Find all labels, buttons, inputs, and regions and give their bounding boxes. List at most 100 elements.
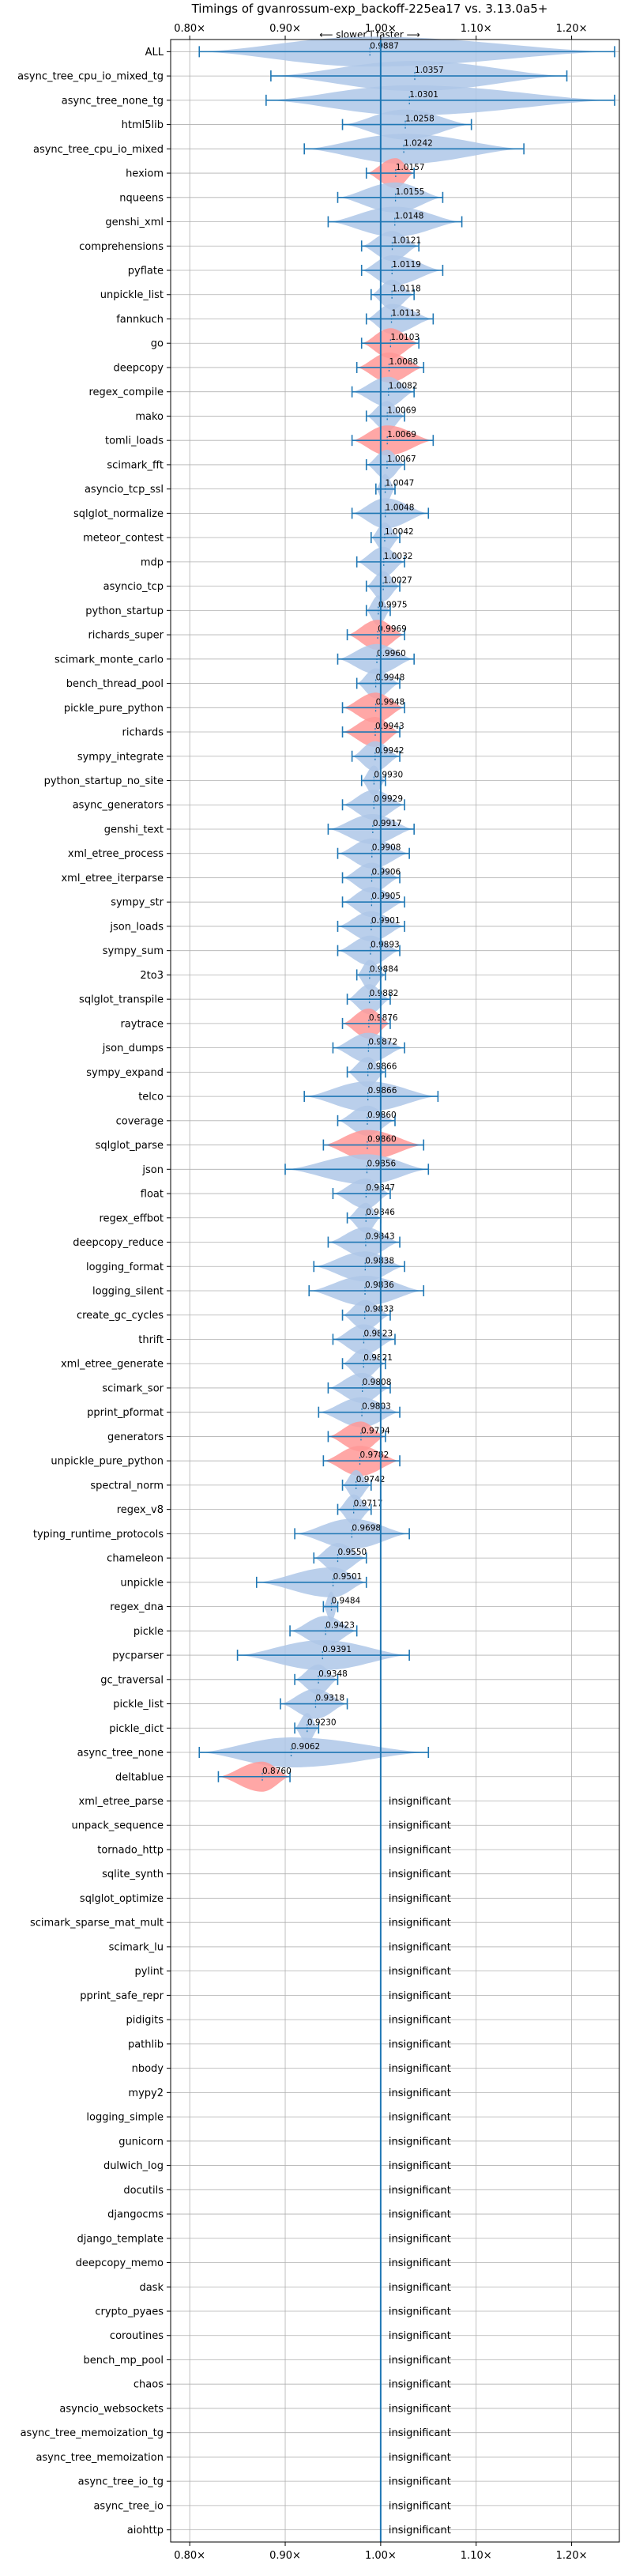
benchmark-name: async_tree_memoization: [36, 2452, 164, 2464]
value-label: 0.9866: [368, 1062, 397, 1071]
benchmark-row: richards 0.9943: [122, 717, 404, 747]
benchmark-row: meteor_contest 1.0042: [83, 522, 414, 553]
benchmark-name: scimark_lu: [109, 1941, 164, 1953]
benchmark-row: pickle_pure_python 0.9948: [64, 692, 405, 723]
benchmark-name: sympy_sum: [103, 945, 164, 957]
benchmark-row: async_tree_io insignificant: [93, 2500, 450, 2512]
value-label: 1.0301: [409, 90, 438, 100]
insignificant-label: insignificant: [389, 2233, 451, 2245]
benchmark-name: crypto_pyaes: [95, 2306, 164, 2318]
benchmark-name: pylint: [134, 1966, 164, 1978]
value-label: 1.0113: [392, 308, 421, 318]
value-label: 1.0067: [387, 454, 416, 464]
benchmark-row: tornado_http insignificant: [97, 1844, 451, 1856]
value-label: 1.0119: [392, 260, 421, 270]
benchmark-row: logging_format 0.9838: [86, 1251, 405, 1282]
insignificant-label: insignificant: [389, 1966, 451, 1978]
benchmark-row: dulwich_log insignificant: [103, 2160, 451, 2172]
benchmark-name: pickle_list: [113, 1699, 164, 1710]
x-tick-label-bottom: 0.80×: [174, 2550, 205, 2562]
benchmark-row: async_tree_memoization insignificant: [36, 2452, 450, 2464]
benchmark-name: asyncio_websockets: [59, 2403, 164, 2415]
value-label: 0.9423: [325, 1620, 355, 1630]
value-label: 0.9943: [375, 722, 404, 731]
benchmark-row: sqlglot_normalize 1.0048: [73, 498, 430, 529]
benchmark-name: pidigits: [126, 2015, 164, 2027]
benchmark-name: typing_runtime_protocols: [33, 1529, 164, 1541]
insignificant-label: insignificant: [389, 2088, 451, 2099]
insignificant-label: insignificant: [389, 2257, 451, 2269]
benchmark-row: gc_traversal 0.9348: [100, 1664, 348, 1695]
benchmark-name: unpickle_pure_python: [51, 1456, 164, 1468]
value-label: 1.0088: [389, 357, 419, 367]
value-label: 0.9062: [292, 1742, 321, 1752]
benchmark-row: nbody insignificant: [132, 2063, 451, 2075]
benchmark-name: genshi_xml: [105, 217, 164, 228]
benchmark-name: create_gc_cycles: [77, 1310, 164, 1322]
value-label: 0.9550: [337, 1548, 367, 1557]
value-label: 0.9823: [363, 1329, 393, 1338]
benchmark-row: pathlib insignificant: [128, 2039, 451, 2050]
value-label: 0.9882: [370, 989, 399, 998]
value-label: 0.9230: [307, 1718, 337, 1727]
insignificant-label: insignificant: [389, 1820, 451, 1832]
value-label: 0.9782: [360, 1450, 389, 1460]
value-label: 1.0155: [396, 187, 425, 197]
benchmark-row: richards_super 0.9969: [88, 620, 407, 651]
benchmark-name: unpickle_list: [100, 289, 164, 301]
value-label: 1.0121: [392, 236, 421, 245]
benchmark-name: logging_simple: [86, 2112, 164, 2124]
benchmark-row: sympy_sum 0.9893: [103, 935, 401, 966]
insignificant-label: insignificant: [389, 2039, 451, 2050]
x-tick-label-bottom: 1.10×: [461, 2550, 492, 2562]
benchmark-row: fannkuch 1.0113: [116, 304, 434, 334]
value-label: 0.9821: [363, 1353, 393, 1363]
value-label: 1.0082: [389, 382, 418, 391]
benchmark-row: regex_v8 0.9717: [117, 1494, 382, 1525]
benchmark-name: richards: [122, 727, 164, 739]
value-label: 0.9742: [356, 1475, 386, 1484]
benchmark-name: pprint_safe_repr: [80, 1990, 164, 2002]
benchmark-name: unpickle: [120, 1577, 164, 1589]
benchmark-row: regex_compile 1.0082: [88, 376, 418, 407]
benchmark-name: raytrace: [120, 1018, 164, 1030]
benchmark-row: scimark_fft 1.0067: [107, 449, 416, 480]
benchmark-name: telco: [138, 1092, 164, 1103]
benchmark-name: sqlglot_optimize: [80, 1893, 164, 1905]
benchmark-name: coroutines: [110, 2330, 164, 2342]
benchmark-name: scimark_fft: [107, 459, 164, 471]
value-label: 1.0048: [386, 503, 415, 512]
x-tick-label-bottom: 1.20×: [556, 2550, 588, 2562]
benchmark-row: raytrace 0.9876: [120, 1008, 398, 1039]
insignificant-label: insignificant: [389, 2112, 451, 2124]
benchmark-name: gunicorn: [118, 2136, 164, 2148]
benchmark-row: json_loads 0.9901: [109, 911, 405, 941]
benchmark-name: sympy_str: [111, 897, 164, 909]
benchmark-name: generators: [107, 1431, 164, 1443]
benchmark-row: json 0.9856: [141, 1154, 430, 1185]
benchmark-name: django_template: [77, 2233, 164, 2245]
benchmark-row: genshi_xml 1.0148: [105, 206, 463, 237]
benchmark-name: async_tree_io_tg: [78, 2476, 164, 2488]
insignificant-label: insignificant: [389, 1918, 451, 1929]
benchmark-row: gunicorn insignificant: [118, 2136, 451, 2148]
value-label: 1.0103: [390, 333, 419, 342]
benchmark-row: python_startup_no_site 0.9930: [44, 765, 403, 796]
benchmark-name: pickle: [134, 1626, 164, 1638]
benchmark-row: go 1.0103: [151, 328, 419, 359]
benchmark-name: ALL: [145, 47, 164, 58]
benchmark-name: hexiom: [126, 168, 164, 180]
benchmark-name: pyflate: [128, 266, 164, 277]
value-label: 1.0118: [392, 285, 421, 294]
value-label: 1.0032: [384, 552, 413, 561]
benchmark-row: dask insignificant: [139, 2282, 450, 2294]
value-label: 1.0069: [387, 430, 416, 439]
benchmark-name: genshi_text: [104, 824, 164, 835]
benchmark-name: deepcopy: [113, 362, 164, 374]
benchmark-row: genshi_text 0.9917: [104, 814, 415, 844]
benchmark-row: sympy_integrate 0.9942: [77, 741, 404, 771]
benchmark-name: asyncio_tcp: [103, 581, 164, 593]
benchmark-row: scimark_sparse_mat_mult insignificant: [30, 1918, 451, 1929]
value-label: 0.8760: [262, 1767, 292, 1776]
insignificant-label: insignificant: [389, 2330, 451, 2342]
